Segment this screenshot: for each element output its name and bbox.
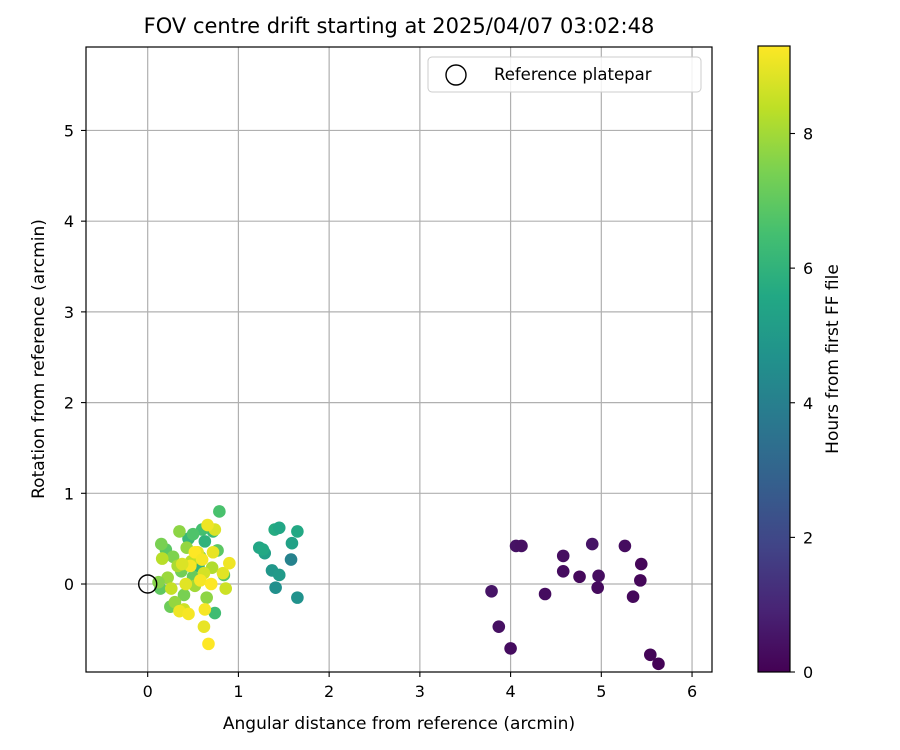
scatter-point	[201, 518, 214, 532]
scatter-points	[152, 505, 665, 671]
reference-platepar-marker	[137, 574, 158, 594]
colorbar-gradient	[757, 45, 791, 673]
y-axis-label: Rotation from reference (arcmin)	[29, 219, 49, 499]
y-tick-label: 5	[64, 121, 74, 140]
scatter-point	[164, 582, 178, 595]
x-tick-label: 6	[687, 682, 697, 701]
scatter-point	[182, 607, 195, 621]
colorbar-ticks: 0 2 4 6 8	[790, 125, 813, 682]
scatter-point	[208, 606, 222, 620]
x-tick-label: 3	[415, 682, 425, 701]
scatter-point	[515, 539, 528, 553]
axis-ticks: 0 1 2 3 4 5 6 0 1 2 3 4 5	[64, 121, 697, 701]
scatter-point	[272, 521, 286, 535]
y-tick-label: 0	[64, 575, 74, 594]
scatter-point	[504, 642, 517, 655]
scatter-point	[173, 525, 186, 538]
scatter-point	[291, 525, 304, 538]
x-tick-label: 5	[596, 682, 606, 701]
scatter-point	[256, 543, 270, 556]
scatter-point	[591, 581, 604, 594]
scatter-point	[155, 552, 169, 565]
scatter-point	[284, 553, 298, 566]
scatter-point	[177, 588, 191, 602]
scatter-point	[573, 570, 586, 584]
scatter-point	[618, 539, 632, 553]
scatter-point	[291, 591, 304, 604]
colorbar-label: Hours from first FF file	[823, 264, 843, 454]
scatter-point	[223, 556, 236, 570]
colorbar-tick-label: 2	[803, 528, 813, 547]
y-tick-label: 1	[64, 484, 74, 503]
scatter-point	[492, 620, 506, 633]
colorbar: 0 2 4 6 8 Hours from first FF file	[757, 45, 843, 682]
scatter-point	[272, 568, 286, 582]
legend-entry-reference-platepar: Reference platepar	[494, 65, 652, 84]
colorbar-tick-label: 6	[803, 259, 813, 278]
scatter-point	[179, 577, 193, 591]
legend: Reference platepar	[427, 56, 702, 93]
plot-frame	[85, 46, 713, 673]
scatter-point	[556, 549, 570, 563]
scatter-point	[644, 648, 657, 662]
scatter-point	[626, 590, 640, 604]
scatter-point	[198, 535, 212, 548]
scatter-point	[213, 505, 226, 518]
scatter-point	[198, 603, 212, 616]
scatter-point	[194, 574, 207, 587]
scatter-point	[202, 637, 215, 651]
x-tick-label: 0	[143, 682, 153, 701]
scatter-point	[592, 569, 605, 583]
colorbar-tick-label: 0	[803, 663, 813, 682]
scatter-point	[219, 582, 233, 595]
y-tick-label: 3	[64, 303, 74, 322]
scatter-point	[285, 536, 299, 550]
y-tick-label: 2	[64, 394, 74, 413]
colorbar-tick-label: 8	[803, 125, 813, 144]
scatter-point	[200, 591, 213, 604]
x-axis-label: Angular distance from reference (arcmin)	[223, 714, 575, 734]
scatter-point	[155, 537, 168, 551]
x-tick-label: 4	[505, 682, 515, 701]
scatter-point	[216, 566, 230, 580]
chart-title: FOV centre drift starting at 2025/04/07 …	[144, 14, 655, 38]
legend-marker-icon	[445, 64, 467, 86]
grid	[86, 47, 712, 672]
scatter-point	[269, 581, 282, 594]
scatter-point	[204, 577, 218, 591]
y-tick-label: 4	[64, 212, 74, 231]
scatter-point	[652, 657, 665, 671]
scatter-point	[634, 557, 648, 571]
x-tick-label: 1	[233, 682, 243, 701]
scatter-point	[585, 537, 599, 551]
scatter-point	[197, 620, 211, 633]
scatter-point	[538, 587, 552, 601]
x-tick-label: 2	[324, 682, 334, 701]
scatter-point	[485, 584, 498, 598]
scatter-point	[195, 553, 209, 566]
scatter-point	[175, 557, 189, 571]
scatter-point	[206, 545, 220, 559]
legend-box	[427, 56, 702, 93]
plot-area	[86, 47, 712, 672]
colorbar-tick-label: 4	[803, 394, 813, 413]
scatter-point	[186, 527, 200, 541]
scatter-point	[634, 574, 647, 587]
scatter-point	[556, 565, 570, 578]
